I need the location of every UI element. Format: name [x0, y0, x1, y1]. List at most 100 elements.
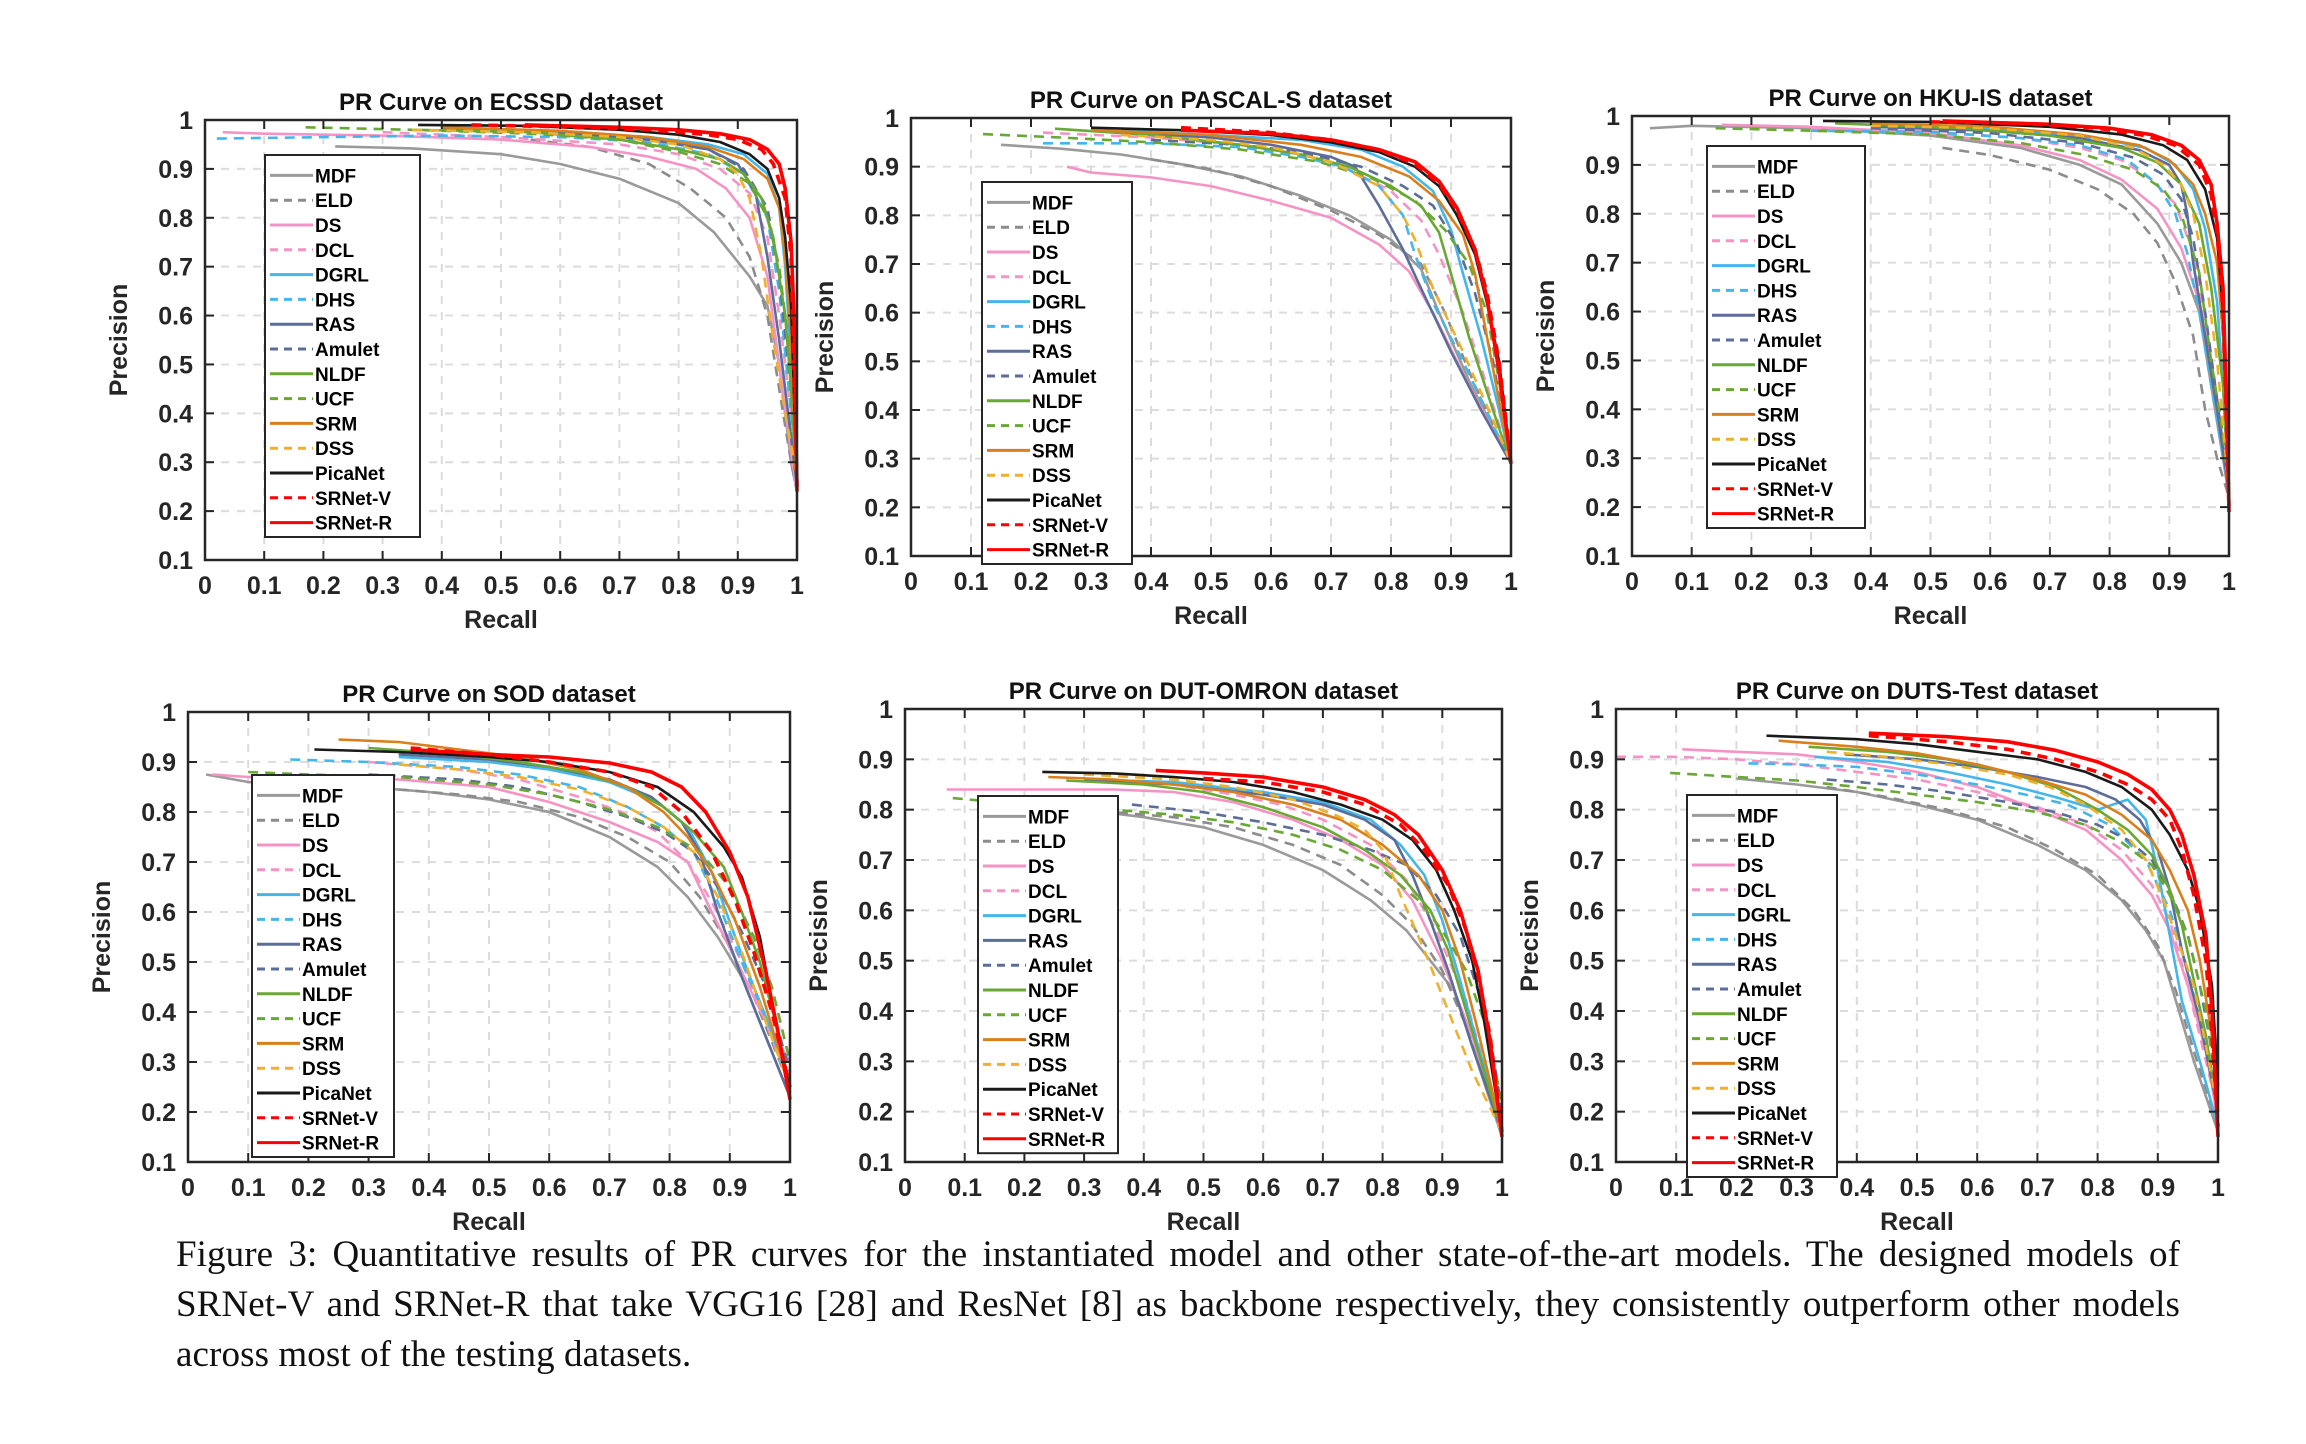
- y-tick-label: 0.1: [858, 1149, 893, 1177]
- y-tick-label: 0.4: [858, 998, 893, 1026]
- series-srm: [338, 738, 792, 1088]
- series-group: [1616, 731, 2220, 1137]
- x-tick-label: 0.4: [1853, 568, 1888, 596]
- y-tick-label: 0.1: [1585, 543, 1620, 571]
- y-tick-label: 0.5: [864, 348, 899, 376]
- x-tick-label: 0.8: [1365, 1174, 1400, 1202]
- y-tick-label: 0.6: [141, 899, 176, 927]
- y-axis-label: Precision: [1532, 280, 1560, 393]
- y-tick-label: 0.3: [158, 449, 193, 477]
- series-dss: [398, 763, 792, 1088]
- y-tick-label: 0.8: [1585, 201, 1620, 229]
- legend-label: DGRL: [1757, 257, 1811, 278]
- chart-title: PR Curve on DUTS-Test dataset: [1736, 678, 2098, 705]
- series-dcl: [382, 130, 799, 487]
- series-srnet-v: [1868, 733, 2220, 1127]
- legend-label: MDF: [1032, 193, 1073, 214]
- series-dgrl: [1084, 778, 1504, 1128]
- y-tick-label: 0.9: [1569, 746, 1604, 774]
- y-tick-label: 0.6: [1585, 299, 1620, 327]
- legend-label: Amulet: [302, 960, 367, 981]
- chart-2: 0 0.1 0.2 0.3 0.4 0.5 0.6 0.7 0.8 0.9 10.10.20.30.…: [1532, 85, 2236, 630]
- y-tick-label: 0.9: [141, 749, 176, 777]
- x-tick-label: 0.7: [1306, 1174, 1341, 1202]
- x-axis-label: Recall: [452, 1208, 526, 1236]
- legend-label: SRNet-R: [1737, 1154, 1814, 1175]
- y-tick-label: 0.7: [858, 847, 893, 875]
- series-srnet-r: [1180, 128, 1513, 464]
- legend-label: DCL: [1028, 882, 1067, 903]
- x-tick-label: 0.3: [365, 572, 400, 600]
- y-tick-label: 0.9: [858, 746, 893, 774]
- legend-label: SRNet-R: [1032, 541, 1109, 562]
- y-tick-label: 0.4: [864, 397, 899, 425]
- x-tick-label: 0.2: [291, 1174, 326, 1202]
- series-dss: [1120, 133, 1513, 464]
- y-tick-label: 0.3: [858, 1048, 893, 1076]
- x-tick-label: 0.4: [411, 1174, 446, 1202]
- y-tick-label: 0.5: [858, 948, 893, 976]
- legend-label: DS: [1737, 856, 1763, 877]
- x-tick-label: 0.6: [532, 1174, 567, 1202]
- y-tick-label: 0.1: [158, 547, 193, 575]
- series-ucf: [1715, 126, 2231, 493]
- x-axis-label: Recall: [1167, 1208, 1241, 1236]
- series-srm: [441, 126, 799, 482]
- series-nldf: [368, 746, 792, 1088]
- y-axis-label: Precision: [105, 284, 133, 397]
- series-srnet-r: [1868, 731, 2220, 1137]
- series-amulet: [1870, 126, 2231, 493]
- x-tick-label: 0.9: [720, 572, 755, 600]
- legend-label: DS: [315, 216, 341, 237]
- y-axis-label: Precision: [1516, 879, 1544, 992]
- x-tick-label: 0.7: [1314, 568, 1349, 596]
- legend-label: Amulet: [1028, 956, 1093, 977]
- legend-label: SRM: [1737, 1054, 1779, 1075]
- y-tick-label: 0.9: [864, 154, 899, 182]
- legend-label: SRM: [1028, 1031, 1070, 1052]
- y-tick-label: 0.7: [1569, 847, 1604, 875]
- series-dss: [1084, 773, 1504, 1133]
- legend-label: ELD: [1757, 182, 1795, 203]
- x-tick-label: 0.1: [231, 1174, 266, 1202]
- x-tick-label: 0.8: [652, 1174, 687, 1202]
- legend-label: DHS: [302, 910, 342, 931]
- legend-label: SRNet-V: [302, 1109, 378, 1130]
- legend-box: [977, 795, 1119, 1155]
- y-tick-label: 0.3: [1569, 1048, 1604, 1076]
- y-tick-label: 0.2: [858, 1099, 893, 1127]
- legend-label: DGRL: [1032, 293, 1086, 314]
- y-tick-label: 0.5: [1569, 948, 1604, 976]
- series-dhs: [290, 758, 792, 1088]
- series-amulet: [1826, 778, 2220, 1102]
- series-nldf: [1066, 779, 1504, 1133]
- y-tick-label: 1: [162, 699, 176, 727]
- legend-label: MDF: [1737, 806, 1778, 827]
- y-tick-label: 1: [885, 105, 899, 133]
- legend-label: Amulet: [315, 340, 380, 361]
- x-tick-label: 0.5: [1194, 568, 1229, 596]
- x-tick-label: 0: [198, 572, 212, 600]
- x-tick-label: 0.4: [1126, 1174, 1161, 1202]
- series-ras: [1120, 131, 1513, 465]
- x-tick-label: 0.7: [2020, 1174, 2055, 1202]
- legend-label: NLDF: [1757, 356, 1808, 377]
- legend-label: DCL: [315, 241, 354, 262]
- y-tick-label: 0.8: [864, 202, 899, 230]
- y-tick-label: 0.5: [1585, 347, 1620, 375]
- x-tick-label: 0.5: [472, 1174, 507, 1202]
- series-picanet: [418, 123, 799, 487]
- series-dgrl: [1120, 128, 1513, 464]
- legend-label: DHS: [1737, 930, 1777, 951]
- x-tick-label: 1: [790, 572, 804, 600]
- legend-label: DSS: [302, 1059, 341, 1080]
- legend: MDF ELD DS DCL DGRL DHS RAS Amulet NLDF UCF SRM DSS…: [264, 154, 421, 538]
- chart-4: 0 0.1 0.2 0.3 0.4 0.5 0.6 0.7 0.8 0.9 10.10.20.30.…: [805, 678, 1509, 1236]
- series-ucf: [305, 126, 799, 463]
- chart-title: PR Curve on SOD dataset: [342, 681, 635, 708]
- y-tick-label: 0.5: [141, 949, 176, 977]
- legend: MDF ELD DS DCL DGRL DHS RAS Amulet NLDF UCF SRM DSS…: [1686, 794, 1838, 1178]
- y-tick-label: 0.8: [141, 799, 176, 827]
- legend-label: DS: [302, 836, 328, 857]
- y-tick-label: 0.8: [858, 797, 893, 825]
